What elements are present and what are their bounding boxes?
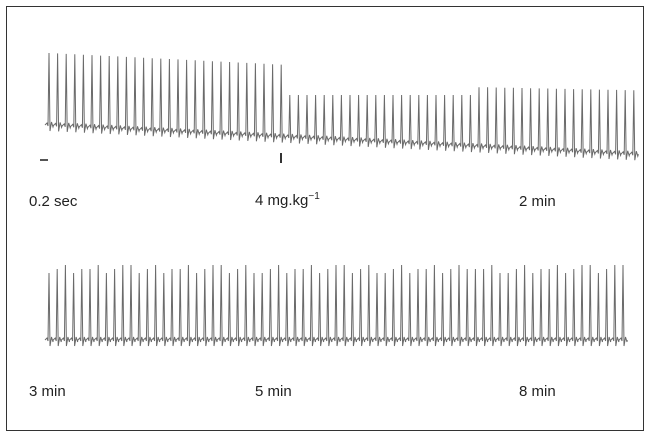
- dose-label: 4 mg.kg−1: [255, 191, 320, 209]
- time-label-5min: 5 min: [255, 383, 292, 400]
- time-label-2min: 2 min: [519, 193, 556, 210]
- ecg-tracings: [40, 52, 639, 347]
- strip2-waveform: [44, 264, 628, 347]
- scale-label: 0.2 sec: [29, 193, 78, 210]
- time-label-3min: 3 min: [29, 383, 66, 400]
- ecg-strip-top: [44, 52, 639, 161]
- strip1-waveform: [44, 52, 639, 161]
- dose-label-text: 4 mg.kg: [255, 192, 309, 209]
- time-label-8min: 8 min: [519, 383, 556, 400]
- dose-label-exponent: −1: [308, 191, 320, 202]
- figure-frame: 0.2 sec 4 mg.kg−1 2 min 3 min 5 min 8 mi…: [6, 6, 644, 431]
- ecg-strip-bottom: [44, 264, 628, 347]
